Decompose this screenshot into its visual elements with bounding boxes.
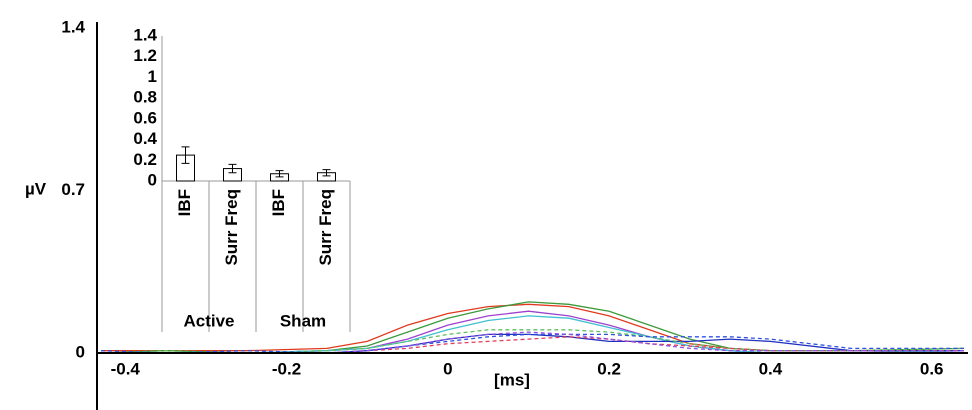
x-axis-label: [ms]: [494, 370, 530, 389]
category-label: IBF: [269, 189, 288, 216]
category-label: IBF: [175, 189, 194, 216]
error-bar: [322, 169, 331, 177]
y-tick-label: 1.4: [61, 17, 85, 36]
x-tick-label: -0.4: [111, 359, 141, 378]
group-label: Sham: [280, 311, 326, 330]
inset-y-tick-label: 0: [148, 170, 157, 189]
error-bar: [275, 170, 284, 178]
y-tick-label: 0.7: [61, 180, 85, 199]
x-tick-label: 0.4: [759, 359, 783, 378]
inset-y-tick-label: 1.4: [133, 25, 157, 44]
category-label: Surr Freq: [222, 189, 241, 266]
x-tick-label: 0.6: [920, 359, 944, 378]
x-tick-label: -0.2: [272, 359, 301, 378]
line: [100, 329, 965, 354]
y-tick-label: 0: [76, 342, 85, 361]
x-tick-label: 0.2: [597, 359, 621, 378]
group-label: Active: [183, 311, 234, 330]
error-bar: [181, 146, 190, 164]
inset-y-tick-label: 0.6: [133, 108, 157, 127]
inset-y-tick-label: 0.2: [133, 150, 157, 169]
inset-y-tick-label: 0.8: [133, 88, 157, 107]
error-bar: [228, 163, 237, 174]
x-tick-label: 0: [443, 359, 452, 378]
inset-y-tick-label: 1.2: [133, 46, 157, 65]
category-label: Surr Freq: [316, 189, 335, 266]
inset-y-tick-label: 0.4: [133, 129, 157, 148]
inset-y-tick-label: 1: [148, 67, 157, 86]
y-axis-label: µV: [25, 179, 47, 198]
